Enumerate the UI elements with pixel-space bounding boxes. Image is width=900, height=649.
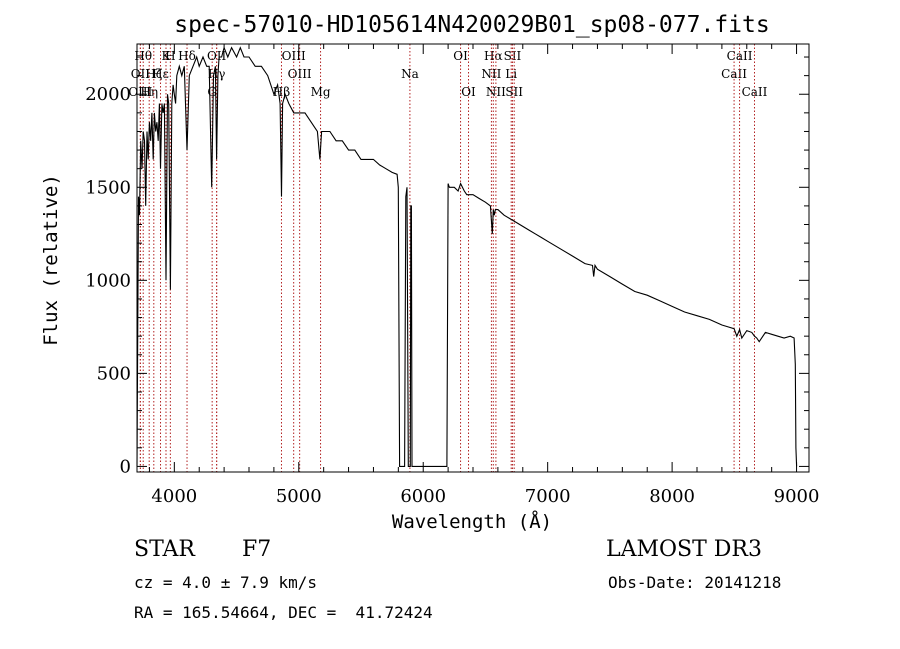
x-tick-label: 7000 [525, 486, 571, 507]
line-label: K [162, 49, 172, 63]
line-label: Hα [484, 49, 503, 63]
line-label: G [207, 85, 217, 99]
x-axis-label: Wavelength (Å) [392, 510, 552, 533]
line-label: Na [401, 67, 419, 81]
line-label: Hε [152, 67, 169, 81]
y-tick-label: 1000 [85, 270, 131, 291]
y-tick-label: 1500 [85, 177, 131, 198]
y-tick-label: 2000 [85, 84, 131, 105]
line-label: H [165, 49, 175, 63]
x-tick-label: 4000 [151, 486, 197, 507]
line-label: CaII [721, 67, 747, 81]
plot-area [136, 45, 798, 467]
line-label: Hδ [178, 49, 196, 63]
line-label: Mg [311, 85, 331, 99]
line-label: Hγ [208, 67, 226, 81]
line-label: OIII [288, 67, 312, 81]
x-tick-label: 6000 [400, 486, 446, 507]
line-label: OII [131, 67, 151, 81]
axes: 4000 5000 6000 7000 8000 9000 0 500 1000 1500 2000 [85, 43, 820, 507]
line-label: OIII [128, 85, 152, 99]
line-label: SII [505, 85, 523, 99]
x-tick-label: 5000 [276, 486, 322, 507]
plot-frame [136, 43, 810, 473]
line-label: SII [504, 49, 522, 63]
velocity-readout: cz = 4.0 ± 7.9 km/s [134, 573, 318, 592]
line-label: Hη [140, 85, 158, 99]
survey-name: LAMOST DR3 [606, 537, 762, 562]
line-label: NII [481, 67, 501, 81]
line-label: Hθ [134, 49, 152, 63]
spectrum-line [136, 45, 798, 467]
obs-date: Obs-Date: 20141218 [608, 573, 782, 592]
line-label: Li [505, 67, 517, 81]
x-tick-label: 8000 [649, 486, 695, 507]
line-label: Hβ [273, 85, 290, 99]
y-tick-label: 0 [120, 456, 131, 477]
line-label: CaII [742, 85, 768, 99]
line-label: Hζ [145, 67, 162, 81]
x-tick-label: 9000 [774, 486, 820, 507]
chart-title: spec-57010-HD105614N420029B01_sp08-077.f… [174, 12, 769, 38]
line-label: CaII [727, 49, 753, 63]
line-label: OI [461, 85, 476, 99]
y-tick-label: 500 [97, 363, 131, 384]
coordinates: RA = 165.54664, DEC = 41.72424 [134, 603, 433, 622]
line-label: OIII [282, 49, 306, 63]
y-axis-label: Flux (relative) [40, 174, 62, 346]
line-label: OI [453, 49, 468, 63]
line-label: NII [486, 85, 506, 99]
subclass: F7 [242, 537, 272, 562]
object-class: STAR [134, 537, 195, 562]
